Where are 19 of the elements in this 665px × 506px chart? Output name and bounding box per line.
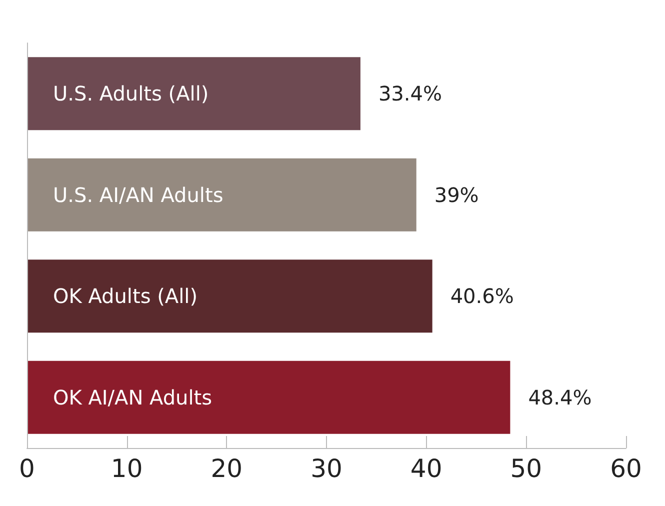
y-tick-label: U.S. Adults (All) xyxy=(53,82,209,106)
x-tick-label: 40 xyxy=(410,454,442,483)
y-tick-label: U.S. AI/AN Adults xyxy=(53,182,224,207)
y-tick-label: OK Adults (All) xyxy=(53,284,198,308)
x-tick-label: 0 xyxy=(19,454,35,483)
data-label: 39% xyxy=(434,182,479,207)
data-label: 48.4% xyxy=(528,385,592,410)
x-tick-label: 60 xyxy=(610,454,642,483)
bar xyxy=(27,260,432,333)
bar xyxy=(27,360,510,434)
x-tick-label: 20 xyxy=(210,454,243,483)
x-tick-label: 30 xyxy=(310,454,342,483)
data-label: 40.6% xyxy=(450,284,514,308)
x-tick-label: 10 xyxy=(110,454,143,483)
data-label: 33.4% xyxy=(378,82,442,106)
bar xyxy=(27,57,360,130)
bar xyxy=(27,158,416,232)
x-tick-label: 50 xyxy=(510,454,542,483)
y-tick-label: OK AI/AN Adults xyxy=(53,385,212,410)
